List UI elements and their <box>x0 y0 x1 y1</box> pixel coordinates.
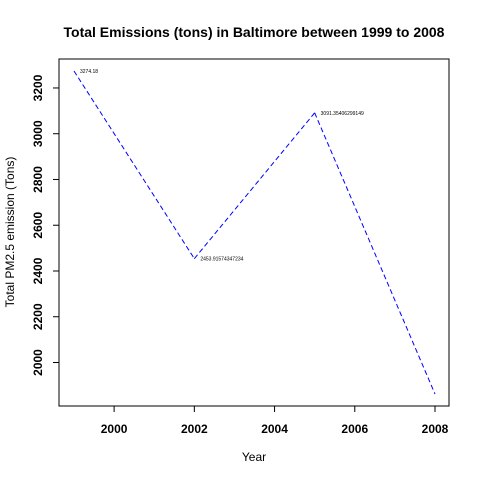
x-tick-label: 2006 <box>341 422 368 436</box>
y-tick-label: 2400 <box>31 257 45 284</box>
y-axis: 2000 2200 2400 2600 2800 3000 3200 <box>31 74 59 376</box>
y-tick-label: 3200 <box>31 74 45 101</box>
y-tick-label: 2800 <box>31 166 45 193</box>
y-axis-label: Total PM2.5 emission (Tons) <box>3 157 17 308</box>
x-axis: 2000 2002 2004 2006 2008 <box>101 406 449 436</box>
series-segment <box>314 112 436 395</box>
x-tick-label: 2000 <box>101 422 128 436</box>
y-tick-label: 2600 <box>31 212 45 239</box>
plot-frame <box>58 58 450 407</box>
x-tick-label: 2008 <box>422 422 449 436</box>
emissions-series <box>73 70 436 395</box>
chart-title: Total Emissions (tons) in Baltimore betw… <box>64 24 445 40</box>
x-tick-label: 2004 <box>261 422 288 436</box>
data-label: 2453.91574347234 <box>200 257 243 263</box>
data-label: 3274.18 <box>80 69 98 75</box>
series-segment <box>73 70 195 259</box>
y-tick-label: 2000 <box>31 349 45 376</box>
data-label: 3091.35406299149 <box>321 111 364 117</box>
x-axis-label: Year <box>242 450 266 464</box>
series-segment <box>193 112 316 259</box>
y-tick-label: 2200 <box>31 303 45 330</box>
data-labels: 3274.18 2453.91574347234 3091.35406299149 <box>80 69 364 263</box>
y-tick-label: 3000 <box>31 120 45 147</box>
x-tick-label: 2002 <box>181 422 208 436</box>
